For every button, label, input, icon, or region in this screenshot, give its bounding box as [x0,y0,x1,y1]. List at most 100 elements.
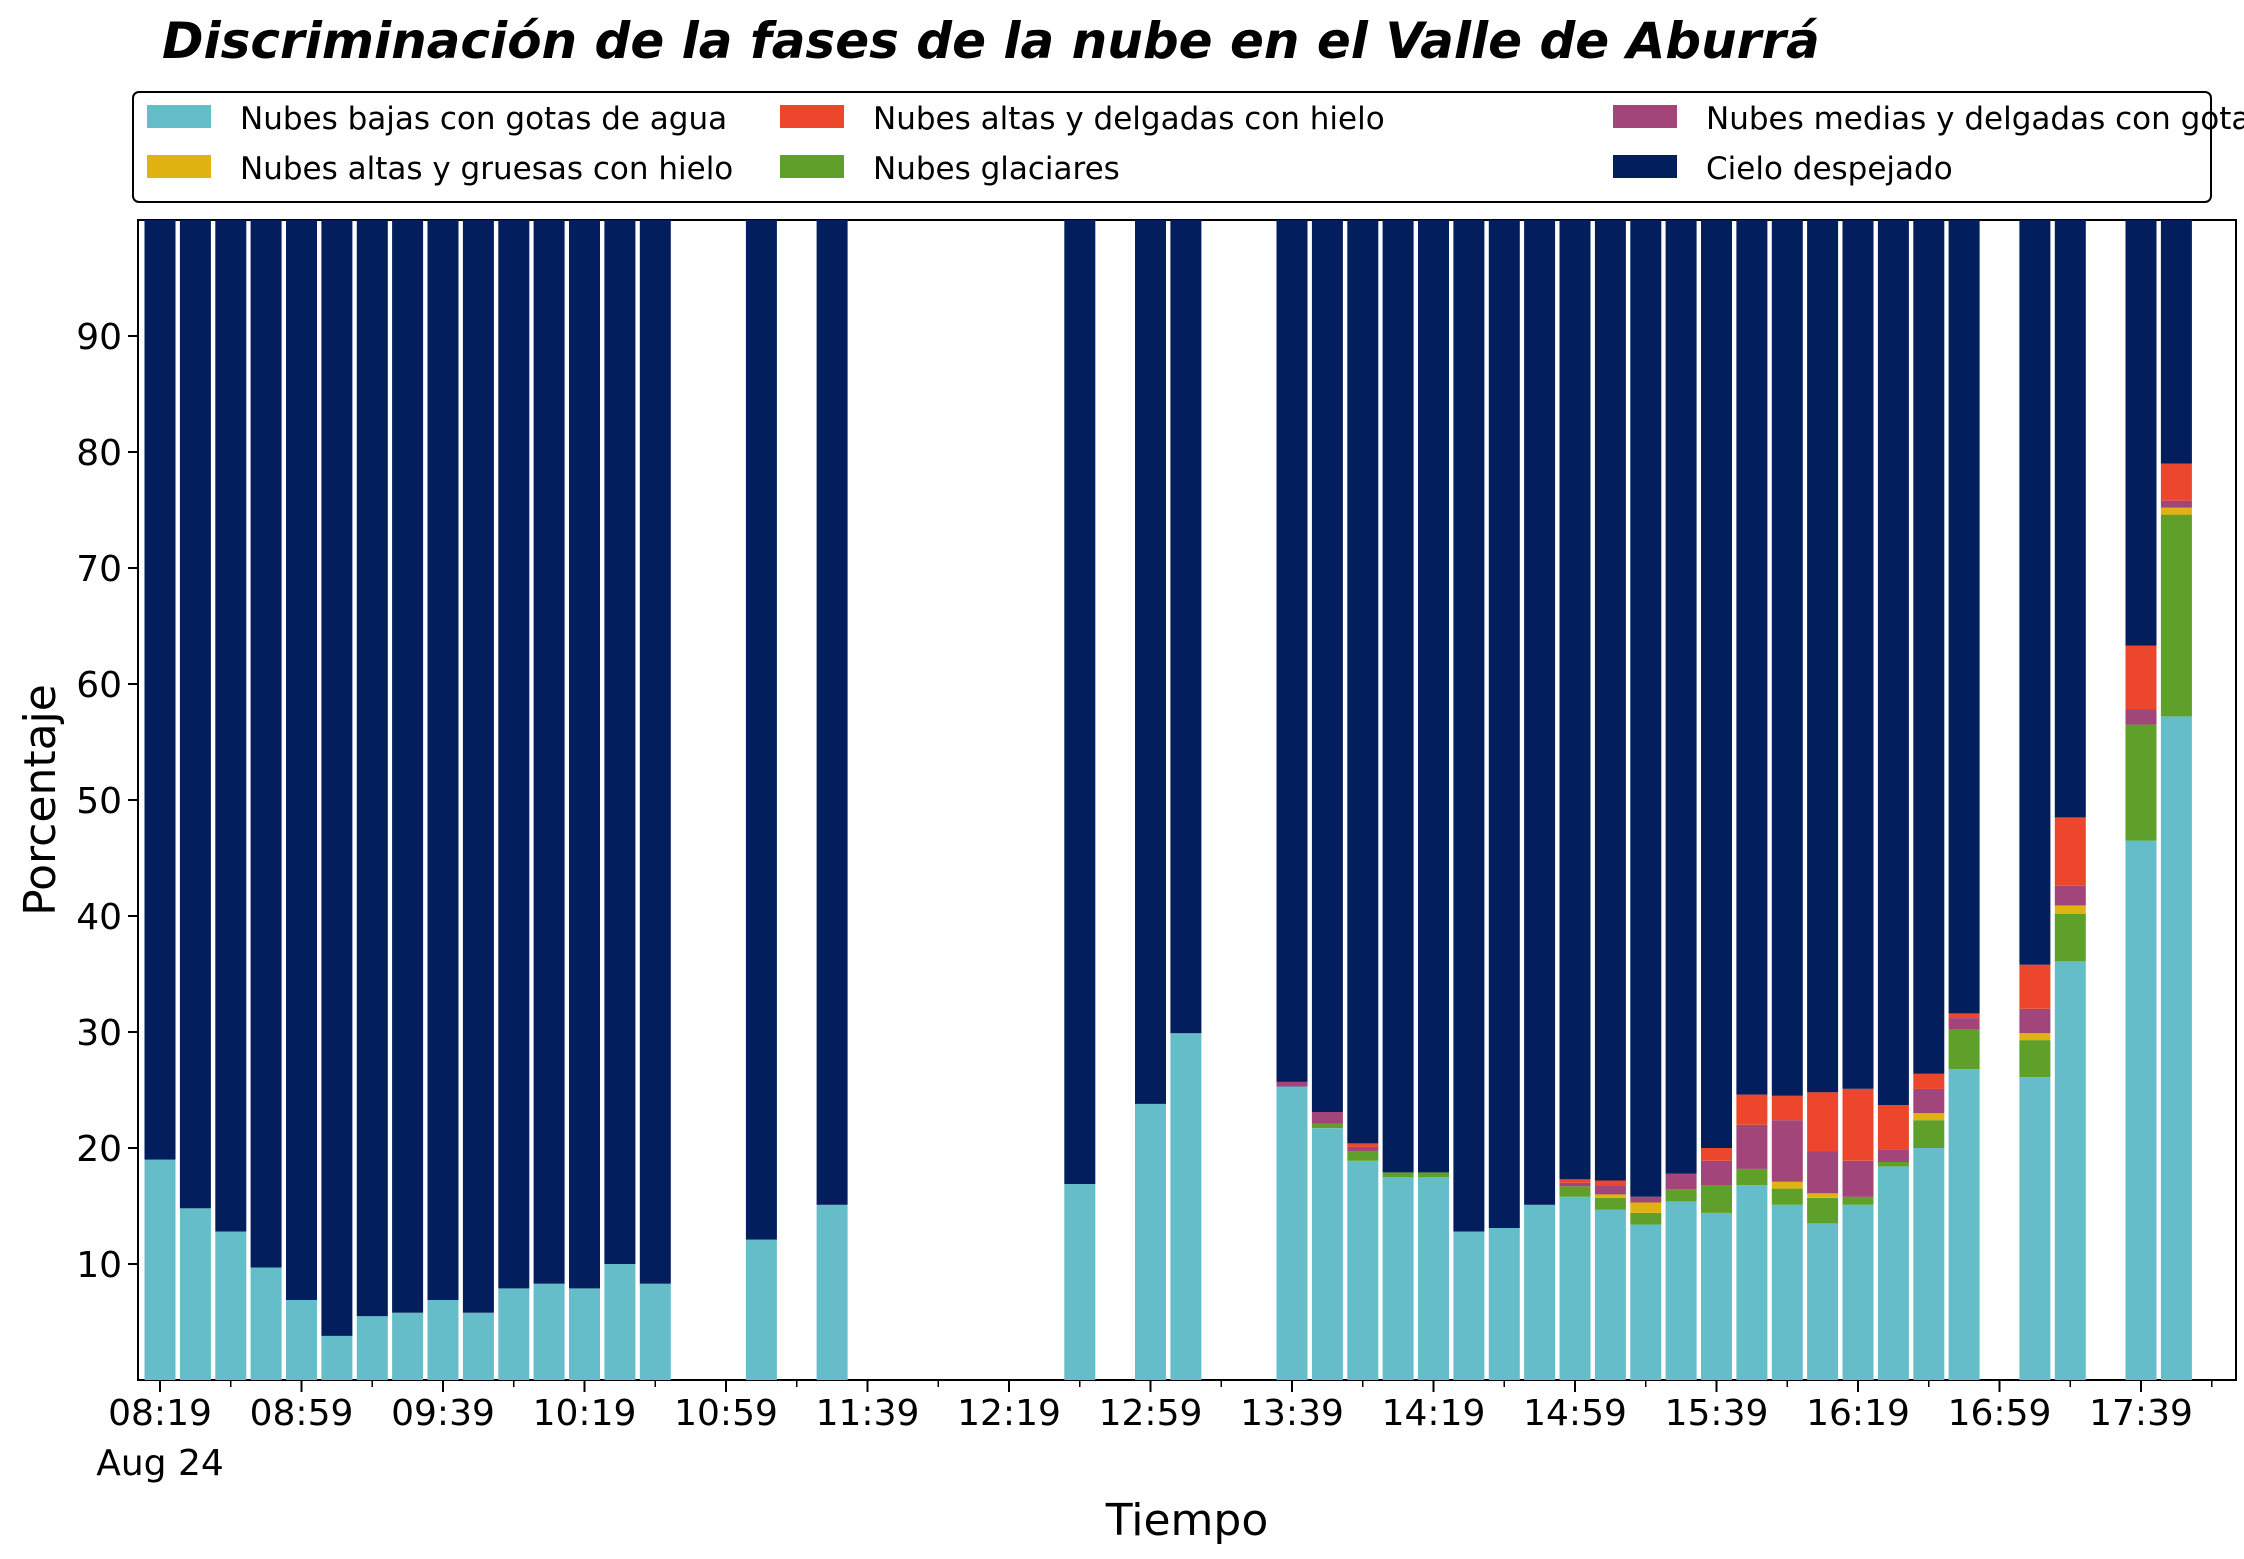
bar-segment-despejado [569,220,600,1289]
bar-stack [1382,220,1414,1380]
bar-segment-despejado [2054,220,2086,818]
bar-stack [1524,220,1556,1380]
bar-segment-glaciares [1877,1161,1909,1167]
x-tick-label: 10:59 [674,1393,778,1434]
bar-segment-bajas [1170,1033,1202,1380]
bar-stack [1842,220,1874,1380]
y-tick-label: 70 [76,549,122,590]
bar-segment-medias [1665,1173,1697,1190]
legend-frame [132,91,2212,203]
bar-segment-gruesas_hielo [1913,1113,1945,1121]
bar-segment-bajas [215,1231,247,1380]
bar-segment-bajas [321,1335,353,1380]
bar-segment-medias [1948,1018,1980,1030]
bar-segment-glaciares [2125,724,2157,841]
bar-segment-glaciares [1842,1196,1874,1205]
bar-stack [569,220,600,1380]
bar-segment-despejado [604,220,636,1264]
bar-segment-despejado [1170,220,1202,1034]
bar-segment-medias [1559,1182,1591,1187]
legend-label: Nubes glaciares [873,151,1120,187]
bar-stack [462,220,494,1380]
bar-stack [1311,220,1343,1380]
bar-segment-glaciares [1771,1188,1803,1205]
bar-segment-bajas [286,1300,317,1380]
bar-segment-despejado [1311,220,1343,1112]
bar-stack [1488,220,1520,1380]
bar-segment-bajas [1064,1184,1096,1380]
bar-segment-bajas [1418,1177,1449,1380]
x-axis-label: Tiempo [1105,1495,1269,1546]
bar-segment-medias [1276,1081,1308,1087]
bar-segment-bajas [462,1312,494,1380]
bar-segment-despejado [1347,220,1379,1144]
bar-segment-despejado [1135,220,1166,1104]
bar-segment-medias [1877,1149,1909,1162]
x-tick-label: 16:59 [1948,1393,2052,1434]
bar-segment-despejado [1842,220,1874,1089]
bar-stack [144,220,176,1380]
bar-segment-despejado [462,220,494,1313]
bar-stack [2019,220,2051,1380]
bar-segment-despejado [179,220,211,1209]
bar-segment-gruesas_hielo [2160,507,2192,515]
bar-stack [1736,220,1768,1380]
bar-segment-bajas [1276,1086,1308,1380]
legend-label: Nubes medias y delgadas con gotas de agu… [1706,101,2244,137]
bar-segment-despejado [1877,220,1909,1106]
bar-segment-despejado [2019,220,2051,965]
bar-segment-despejado [1771,220,1803,1096]
legend-entry: Nubes bajas con gotas de agua [147,101,727,137]
bar-segment-delgadas_hielo [1559,1179,1591,1183]
legend-label: Nubes altas y delgadas con hielo [873,101,1385,137]
bar-segment-medias [1807,1151,1839,1194]
bar-segment-medias [2054,885,2086,906]
bar-segment-medias [1701,1160,1732,1186]
legend-swatch [1613,105,1677,128]
y-tick-label: 60 [76,665,122,706]
bar-segment-glaciares [1913,1120,1945,1148]
bar-stack [2160,220,2192,1380]
bar-segment-bajas [1665,1201,1697,1380]
legend-swatch [780,155,844,178]
bar-segment-delgadas_hielo [1913,1073,1945,1089]
bar-stack [179,220,211,1380]
bar-segment-bajas [604,1264,636,1380]
bar-stack [1453,220,1485,1380]
bar-stack [1630,220,1662,1380]
legend-label: Nubes bajas con gotas de agua [240,101,727,137]
bar-segment-bajas [179,1208,211,1380]
bar-stack [1594,220,1626,1380]
bar-segment-despejado [286,220,317,1300]
bar-segment-bajas [1453,1231,1485,1380]
legend-label: Nubes altas y gruesas con hielo [240,151,733,187]
bar-segment-bajas [356,1316,388,1380]
bar-segment-bajas [1347,1160,1379,1380]
bar-segment-glaciares [1736,1168,1768,1186]
bar-segment-glaciares [1559,1186,1591,1197]
x-tick-label: 14:59 [1523,1393,1627,1434]
y-tick-label: 80 [76,433,122,474]
x-tick-label: 14:19 [1382,1393,1486,1434]
bar-segment-gruesas_hielo [1594,1194,1626,1198]
bar-segment-despejado [1807,220,1839,1093]
bar-segment-despejado [1559,220,1591,1180]
bar-segment-despejado [1630,220,1662,1197]
bar-segment-bajas [2054,961,2086,1380]
bar-segment-glaciares [2054,913,2086,962]
bar-stack [2125,220,2157,1380]
bar-segment-despejado [356,220,388,1317]
bar-segment-glaciares [2160,514,2192,717]
bar-segment-delgadas_hielo [2019,964,2051,1009]
bar-segment-despejado [1382,220,1414,1173]
legend: Nubes bajas con gotas de agua Nubes altas… [132,91,2244,203]
bar-segment-glaciares [1701,1185,1732,1213]
bar-segment-bajas [1736,1185,1768,1380]
bar-segment-bajas [392,1312,424,1380]
x-tick-label: 15:39 [1665,1393,1769,1434]
bar-stack [356,220,388,1380]
bar-segment-bajas [1701,1213,1732,1380]
bar-segment-medias [1347,1146,1379,1152]
bar-segment-despejado [1701,220,1732,1148]
